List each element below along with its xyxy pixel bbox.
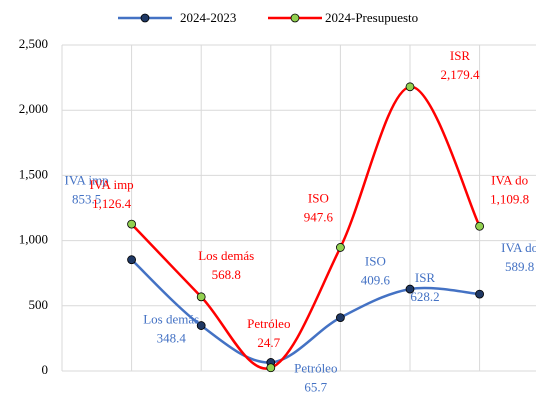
data-label: 409.6	[361, 273, 391, 288]
point	[475, 221, 485, 231]
data-label-category: ISR	[450, 48, 471, 63]
legend-marker	[140, 13, 150, 23]
data-label: 1,109.8	[490, 191, 529, 206]
data-label: 568.8	[212, 267, 241, 282]
data-label: 589.8	[505, 259, 534, 274]
data-label: 2,179.4	[441, 67, 481, 82]
data-label-category: Petróleo	[294, 360, 337, 375]
data-label-category: Los demás	[143, 312, 199, 327]
data-label: 853.5	[72, 192, 101, 207]
legend-marker	[290, 13, 300, 23]
data-label-category: ISR	[415, 270, 436, 285]
data-label: 348.4	[157, 331, 187, 346]
data-label-category: IVA do	[501, 240, 536, 255]
point	[335, 243, 345, 252]
y-tick-label: 500	[29, 297, 49, 312]
data-label-category: IVA imp	[65, 173, 109, 188]
data-label: 65.7	[304, 379, 327, 394]
y-tick-label: 1,000	[19, 232, 48, 247]
point	[335, 313, 345, 322]
data-label-category: Petróleo	[247, 316, 290, 331]
data-label-category: ISO	[365, 254, 386, 269]
point	[196, 292, 206, 302]
legend-label: 2024-2023	[180, 10, 236, 25]
point	[127, 255, 137, 265]
y-tick-label: 2,500	[19, 36, 48, 51]
data-label: 947.6	[304, 209, 334, 224]
point	[405, 82, 415, 92]
data-label-category: ISO	[308, 190, 329, 205]
data-label: 24.7	[257, 335, 280, 350]
point	[196, 321, 206, 330]
data-label-category: Los demás	[198, 248, 254, 263]
legend-label: 2024-Presupuesto	[325, 10, 418, 25]
y-tick-label: 1,500	[19, 166, 48, 181]
data-label-category: IVA do	[491, 172, 528, 187]
data-label-category: IVA imp	[90, 177, 134, 192]
point	[475, 289, 485, 299]
data-label: 628.2	[410, 289, 439, 304]
data-label: 1,126.4	[92, 196, 132, 211]
point	[405, 284, 415, 294]
point	[266, 363, 276, 373]
y-tick-label: 0	[42, 362, 49, 377]
point	[127, 219, 137, 229]
y-tick-label: 2,000	[19, 101, 48, 116]
